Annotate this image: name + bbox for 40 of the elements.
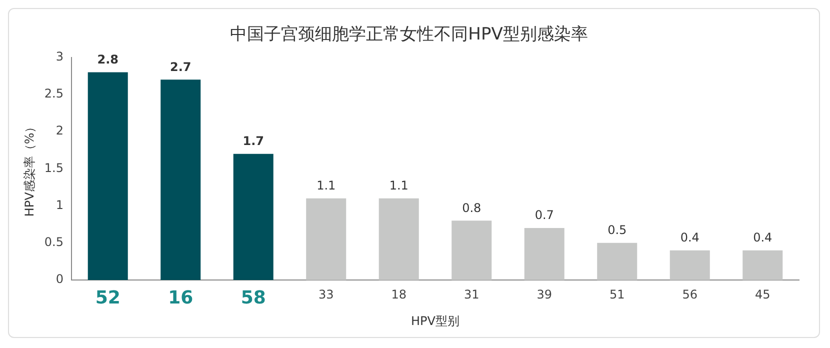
bar	[742, 250, 783, 280]
x-tick-label: 33	[318, 287, 334, 302]
y-tick-label: 0.5	[44, 235, 64, 250]
x-tick-label: 18	[391, 287, 407, 302]
data-label: 1.1	[316, 178, 336, 193]
x-tick-label: 39	[536, 287, 552, 302]
x-tick-label: 31	[464, 287, 480, 302]
x-tick-label: 56	[682, 287, 698, 302]
data-label: 2.7	[170, 60, 192, 74]
y-tick-label: 3	[56, 50, 64, 64]
bar	[670, 250, 710, 280]
data-label: 1.1	[389, 178, 408, 193]
data-label: 0.4	[753, 230, 772, 244]
x-tick-label: 51	[609, 287, 625, 302]
data-label: 0.5	[608, 223, 627, 238]
y-tick-label: 2	[56, 124, 64, 138]
x-tick-label: 58	[240, 287, 266, 308]
bar	[524, 228, 564, 280]
bar	[88, 72, 128, 280]
chart-title: 中国子宫颈细胞学正常女性不同HPV型别感染率	[230, 24, 588, 45]
data-label: 2.8	[97, 52, 118, 66]
x-tick-label: 52	[95, 287, 120, 308]
bar	[306, 198, 346, 280]
x-tick-label: 45	[754, 287, 770, 302]
bar	[597, 242, 638, 280]
y-tick-label: 2.5	[44, 86, 64, 101]
bar	[378, 198, 419, 280]
y-tick-label: 0	[56, 272, 64, 286]
y-axis-title: HPV感染率（%）	[22, 120, 36, 217]
y-tick-label: 1	[56, 198, 64, 212]
data-label: 0.8	[462, 200, 482, 215]
bar	[233, 154, 274, 280]
bar	[160, 80, 201, 280]
x-tick-label: 16	[168, 287, 194, 308]
x-axis-title: HPV型别	[411, 314, 460, 328]
y-tick-label: 1.5	[44, 160, 64, 175]
bar	[452, 220, 492, 280]
data-label: 1.7	[242, 134, 264, 148]
data-label: 0.7	[534, 208, 554, 222]
data-label: 0.4	[680, 230, 700, 244]
